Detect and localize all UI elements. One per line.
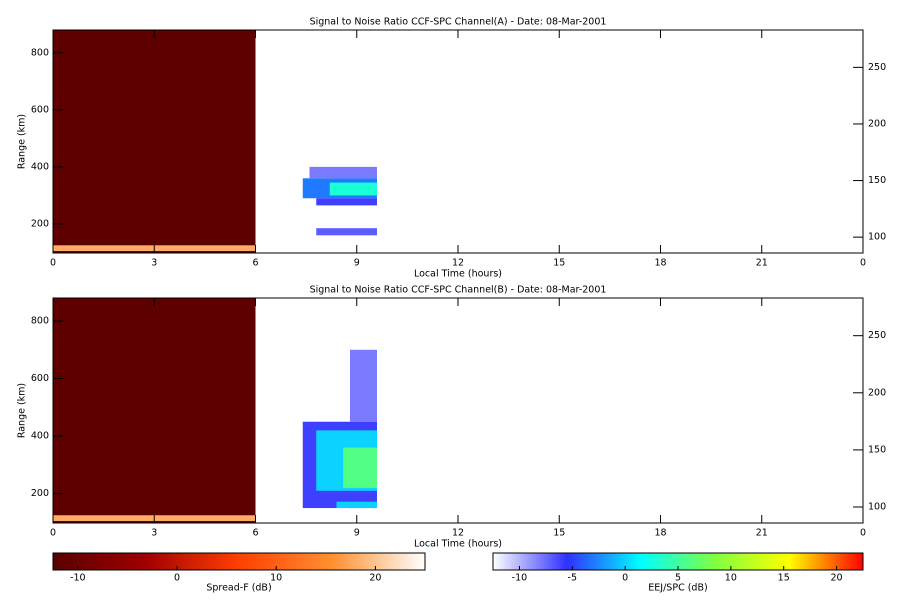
heatmap-cell	[329, 182, 377, 196]
x-tick-label: 3	[151, 258, 157, 269]
y2-tick-label: 200	[868, 118, 886, 129]
colorbar-tick-label: -10	[70, 573, 86, 584]
x-tick-label: 15	[553, 258, 565, 269]
colorbar-label: Spread-F (dB)	[206, 583, 271, 594]
heatmap-cell	[316, 198, 377, 206]
colorbar-tick-label: -5	[568, 573, 577, 584]
chart-title: Signal to Noise Ratio CCF-SPC Channel(B)…	[310, 285, 607, 296]
x-tick-label: 15	[553, 528, 565, 539]
y-tick-label: 200	[31, 488, 49, 499]
chart-title: Signal to Noise Ratio CCF-SPC Channel(A)…	[310, 17, 607, 28]
heatmap-cell	[343, 447, 377, 488]
x-tick-label: 9	[354, 528, 360, 539]
colorbar-tick-label: 5	[675, 573, 681, 584]
heatmap-cell	[350, 349, 377, 422]
y2-tick-label: 100	[868, 502, 886, 513]
y-axis-label: Range (km)	[17, 383, 28, 438]
colorbar-tick-label: 0	[174, 573, 180, 584]
colorbar	[52, 552, 426, 571]
heatmap-cell	[316, 228, 377, 236]
y2-tick-label: 150	[868, 444, 886, 455]
heatmap-cell	[309, 166, 377, 179]
heatmap-cell	[336, 501, 377, 509]
y2-tick-label: 100	[868, 232, 886, 243]
colorbar-tick-label: 10	[270, 573, 282, 584]
x-tick-label: 12	[452, 258, 464, 269]
x-tick-label: 3	[151, 528, 157, 539]
heatmap-cell	[316, 495, 377, 500]
y2-tick-label: 250	[868, 330, 886, 341]
y-tick-label: 400	[31, 431, 49, 442]
colorbar-tick-label: -10	[512, 573, 528, 584]
x-tick-label: 21	[756, 528, 768, 539]
heatmap	[53, 298, 377, 523]
y-tick-label: 800	[31, 47, 49, 58]
colorbar-tick-label: 15	[778, 573, 790, 584]
x-tick-label: 6	[252, 528, 258, 539]
y2-tick-label: 200	[868, 387, 886, 398]
x-axis-label: Local Time (hours)	[414, 269, 502, 280]
y-tick-label: 400	[31, 161, 49, 172]
x-tick-label: 0	[860, 528, 866, 539]
colorbar-tick-label: 0	[622, 573, 628, 584]
x-tick-label: 0	[860, 258, 866, 269]
x-tick-label: 9	[354, 258, 360, 269]
x-tick-label: 18	[654, 528, 666, 539]
y-tick-label: 600	[31, 373, 49, 384]
heatmap-cell	[53, 30, 256, 253]
y-tick-label: 600	[31, 104, 49, 115]
y2-tick-label: 150	[868, 175, 886, 186]
x-axis-label: Local Time (hours)	[414, 539, 502, 550]
heatmap	[53, 30, 377, 253]
colorbar-tick-label: 20	[369, 573, 381, 584]
heatmap-cell	[53, 298, 256, 523]
x-tick-label: 12	[452, 528, 464, 539]
y-tick-label: 200	[31, 218, 49, 229]
y2-tick-label: 250	[868, 62, 886, 73]
y-axis-label: Range (km)	[17, 114, 28, 169]
x-tick-label: 0	[50, 528, 56, 539]
x-tick-label: 21	[756, 258, 768, 269]
colorbar-label: EEJ/SPC (dB)	[648, 583, 707, 594]
y-tick-label: 800	[31, 316, 49, 327]
x-tick-label: 6	[252, 258, 258, 269]
x-tick-label: 0	[50, 258, 56, 269]
colorbar-tick-label: 20	[831, 573, 843, 584]
colorbar-tick-label: 10	[725, 573, 737, 584]
x-tick-label: 18	[654, 258, 666, 269]
